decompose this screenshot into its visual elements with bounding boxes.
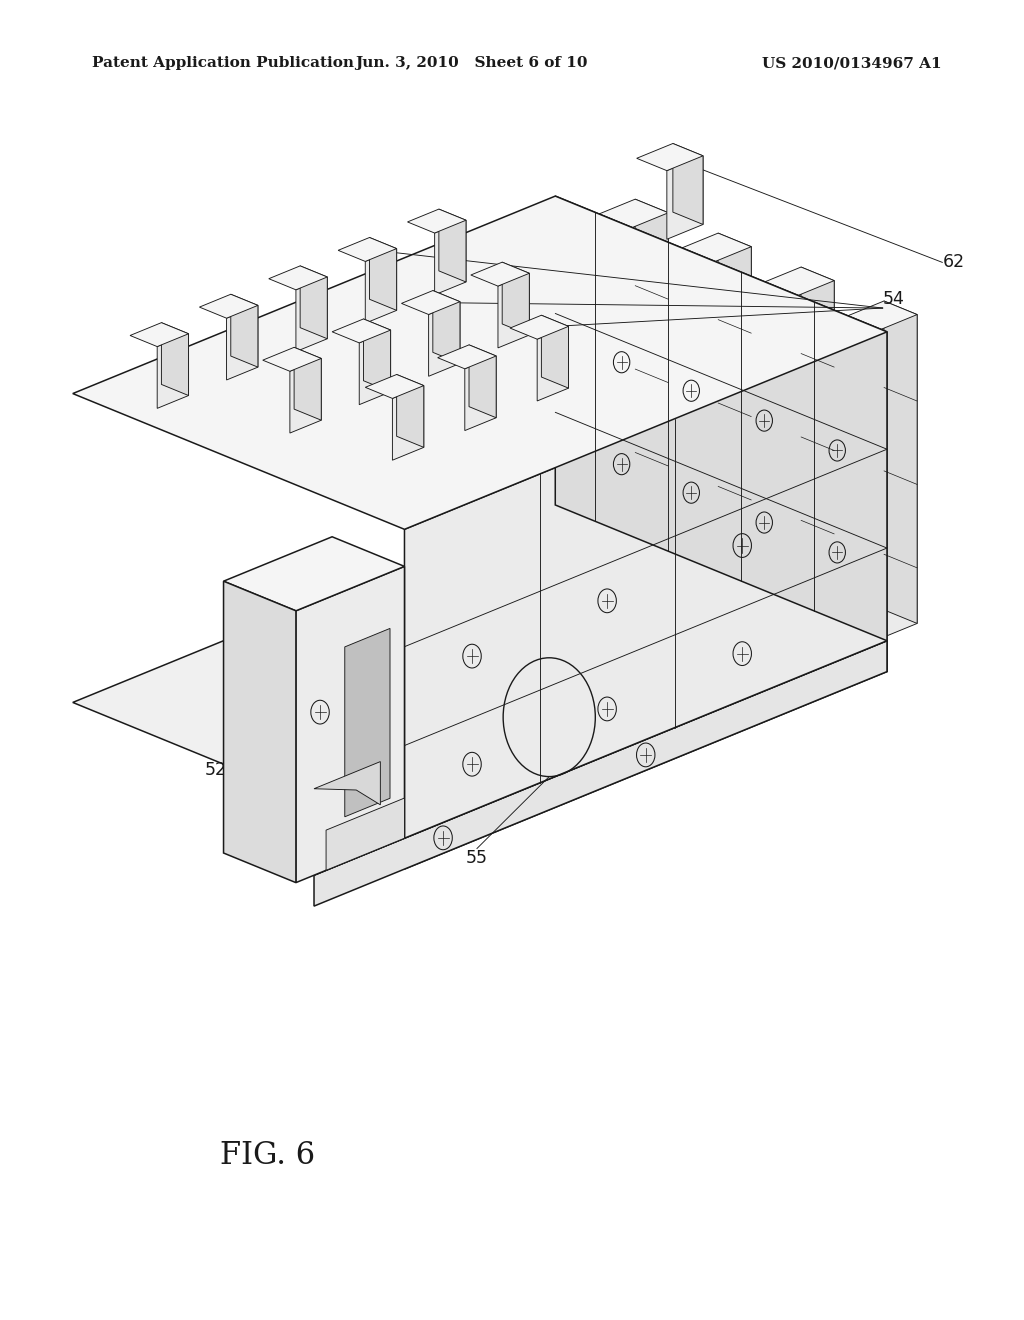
- Polygon shape: [632, 213, 669, 536]
- Polygon shape: [667, 156, 703, 239]
- Polygon shape: [370, 238, 396, 310]
- Polygon shape: [798, 281, 835, 605]
- Polygon shape: [502, 263, 529, 335]
- Polygon shape: [404, 640, 887, 869]
- Polygon shape: [801, 267, 835, 590]
- Polygon shape: [465, 356, 497, 430]
- Polygon shape: [268, 265, 328, 290]
- Text: 52: 52: [205, 760, 227, 779]
- Polygon shape: [408, 209, 466, 234]
- Polygon shape: [437, 345, 497, 368]
- Polygon shape: [542, 315, 568, 388]
- Polygon shape: [226, 305, 258, 380]
- Polygon shape: [230, 294, 258, 367]
- Polygon shape: [682, 234, 752, 261]
- Polygon shape: [498, 273, 529, 348]
- Polygon shape: [364, 319, 390, 392]
- Polygon shape: [555, 197, 887, 640]
- Polygon shape: [314, 762, 380, 805]
- Polygon shape: [158, 334, 188, 408]
- Text: US 2010/0134967 A1: US 2010/0134967 A1: [763, 57, 942, 70]
- Polygon shape: [338, 238, 396, 261]
- Polygon shape: [848, 301, 918, 330]
- Polygon shape: [538, 326, 568, 401]
- Polygon shape: [433, 290, 460, 363]
- Text: FIG. 6: FIG. 6: [220, 1139, 315, 1171]
- Polygon shape: [314, 640, 887, 906]
- Polygon shape: [359, 330, 390, 405]
- Polygon shape: [162, 322, 188, 396]
- Polygon shape: [637, 144, 703, 170]
- Polygon shape: [599, 199, 669, 227]
- Polygon shape: [263, 347, 322, 371]
- Polygon shape: [73, 506, 887, 838]
- Polygon shape: [404, 331, 887, 838]
- Polygon shape: [434, 220, 466, 294]
- Polygon shape: [718, 234, 752, 556]
- Text: 55: 55: [466, 849, 487, 867]
- Text: Jun. 3, 2010   Sheet 6 of 10: Jun. 3, 2010 Sheet 6 of 10: [354, 57, 588, 70]
- Polygon shape: [296, 277, 328, 351]
- Polygon shape: [200, 294, 258, 318]
- Polygon shape: [881, 314, 918, 639]
- Text: 54: 54: [883, 290, 904, 308]
- Polygon shape: [332, 319, 390, 343]
- Polygon shape: [296, 566, 404, 883]
- Polygon shape: [635, 199, 669, 521]
- Polygon shape: [555, 506, 887, 672]
- Polygon shape: [366, 375, 424, 399]
- Polygon shape: [73, 197, 887, 529]
- Polygon shape: [326, 799, 404, 870]
- Polygon shape: [471, 263, 529, 286]
- Polygon shape: [510, 315, 568, 339]
- Polygon shape: [366, 248, 396, 323]
- Polygon shape: [439, 209, 466, 282]
- Polygon shape: [765, 267, 835, 296]
- Polygon shape: [673, 144, 703, 224]
- Polygon shape: [715, 247, 752, 570]
- Polygon shape: [396, 375, 424, 447]
- Polygon shape: [223, 581, 296, 883]
- Polygon shape: [300, 265, 328, 339]
- Polygon shape: [392, 385, 424, 461]
- Polygon shape: [294, 347, 322, 420]
- Polygon shape: [130, 322, 188, 347]
- Polygon shape: [290, 359, 322, 433]
- Text: 62: 62: [942, 253, 965, 272]
- Polygon shape: [223, 537, 404, 611]
- Polygon shape: [429, 302, 460, 376]
- Polygon shape: [469, 345, 497, 417]
- Polygon shape: [884, 301, 918, 623]
- Polygon shape: [401, 290, 460, 314]
- Polygon shape: [254, 616, 887, 875]
- Text: Patent Application Publication: Patent Application Publication: [92, 57, 354, 70]
- Polygon shape: [345, 628, 390, 817]
